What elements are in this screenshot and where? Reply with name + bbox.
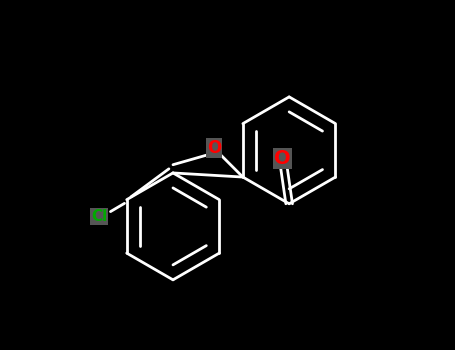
Text: O: O: [274, 149, 291, 168]
Text: Cl: Cl: [91, 209, 107, 224]
Text: O: O: [207, 139, 221, 157]
